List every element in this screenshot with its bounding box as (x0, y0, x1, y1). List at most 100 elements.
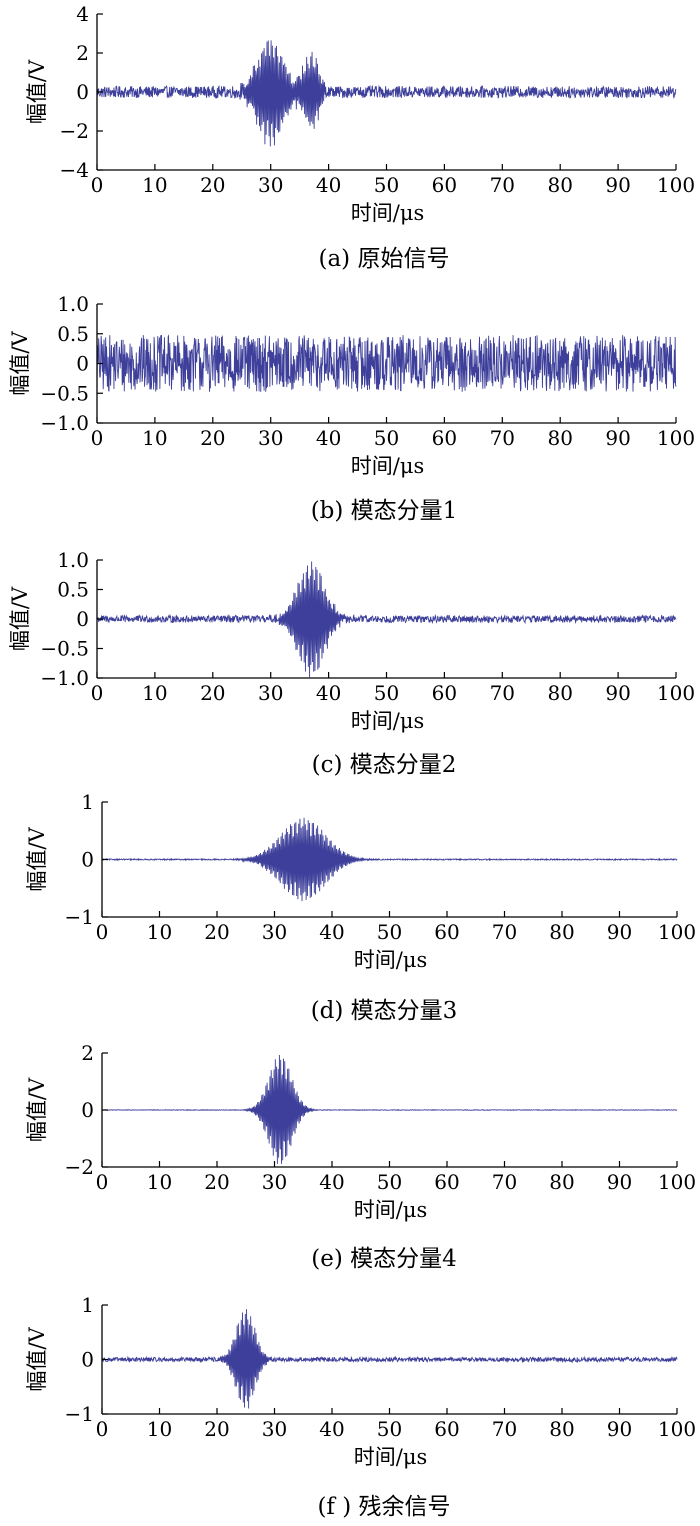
x-tick-label: 60 (434, 1170, 459, 1194)
x-tick-label: 60 (432, 426, 457, 450)
x-tick-label: 20 (200, 173, 225, 197)
x-tick-label: 90 (607, 1170, 632, 1194)
x-tick-label: 70 (492, 920, 517, 944)
x-tick-label: 100 (657, 426, 695, 450)
x-tick-label: 100 (657, 173, 695, 197)
x-tick-label: 50 (377, 1417, 402, 1441)
panel-caption: (f ) 残余信号 (317, 1494, 450, 1520)
x-tick-label: 80 (549, 920, 574, 944)
y-tick-label: 2 (81, 1041, 94, 1065)
x-tick-label: 80 (547, 681, 572, 705)
y-tick-label: −0.5 (40, 381, 89, 405)
x-tick-label: 80 (549, 1170, 574, 1194)
signal-trace (96, 561, 677, 678)
x-tick-label: 40 (316, 681, 341, 705)
x-tick-label: 0 (96, 920, 109, 944)
x-axis-label: 时间/μs (354, 1445, 428, 1469)
y-tick-label: −0.5 (40, 637, 89, 661)
x-tick-label: 50 (374, 681, 399, 705)
x-tick-label: 20 (204, 920, 229, 944)
signal-trace (96, 334, 677, 392)
x-tick-label: 70 (492, 1417, 517, 1441)
y-tick-label: −1.0 (40, 666, 89, 690)
x-tick-label: 20 (200, 426, 225, 450)
x-tick-label: 60 (432, 681, 457, 705)
panel-caption: (c) 模态分量2 (312, 752, 457, 778)
y-tick-label: 0 (81, 1348, 94, 1372)
y-tick-label: 1 (81, 1293, 94, 1317)
y-axis-label: 幅值/V (8, 586, 32, 651)
y-tick-label: 0 (76, 607, 89, 631)
x-tick-label: 100 (658, 1417, 696, 1441)
x-tick-label: 40 (319, 920, 344, 944)
x-tick-label: 10 (142, 173, 167, 197)
y-tick-label: −2 (65, 1155, 94, 1179)
x-tick-label: 10 (147, 1417, 172, 1441)
x-tick-label: 40 (316, 426, 341, 450)
x-tick-label: 90 (607, 920, 632, 944)
x-tick-label: 70 (490, 426, 515, 450)
y-axis-label: 幅值/V (25, 827, 49, 892)
x-tick-label: 50 (374, 173, 399, 197)
panel-caption: (b) 模态分量1 (311, 498, 458, 524)
x-tick-label: 10 (147, 920, 172, 944)
x-tick-label: 90 (607, 1417, 632, 1441)
x-tick-label: 30 (258, 681, 283, 705)
y-axis-label: 幅值/V (25, 59, 49, 124)
x-tick-label: 30 (258, 173, 283, 197)
x-tick-label: 80 (549, 1417, 574, 1441)
x-tick-label: 50 (377, 1170, 402, 1194)
y-tick-label: 1.0 (57, 292, 89, 316)
x-tick-label: 50 (374, 426, 399, 450)
x-axis-label: 时间/μs (351, 454, 425, 478)
y-tick-label: 1 (81, 790, 94, 814)
y-tick-label: 4 (76, 2, 89, 26)
x-tick-label: 20 (204, 1170, 229, 1194)
x-tick-label: 0 (91, 426, 104, 450)
y-tick-label: 0 (81, 1098, 94, 1122)
x-tick-label: 90 (605, 173, 630, 197)
x-tick-label: 30 (262, 1170, 287, 1194)
x-tick-label: 10 (147, 1170, 172, 1194)
y-tick-label: −1 (65, 905, 94, 929)
x-tick-label: 70 (492, 1170, 517, 1194)
x-tick-label: 60 (432, 173, 457, 197)
y-tick-label: 0 (81, 848, 94, 872)
x-tick-label: 70 (490, 173, 515, 197)
signal-trace (101, 1055, 678, 1164)
y-tick-label: 1.0 (57, 548, 89, 572)
x-tick-label: 100 (658, 920, 696, 944)
x-tick-label: 10 (142, 681, 167, 705)
x-tick-label: 20 (200, 681, 225, 705)
signal-trace (101, 1309, 678, 1409)
x-tick-label: 20 (204, 1417, 229, 1441)
panel-caption: (e) 模态分量4 (311, 1246, 457, 1272)
x-tick-label: 10 (142, 426, 167, 450)
x-tick-label: 30 (262, 1417, 287, 1441)
panel-b: 0 10 20 30 40 50 60 70 80 90 1001.00.50−0.5−1.0时间/… (8, 292, 695, 524)
x-tick-label: 50 (377, 920, 402, 944)
y-tick-label: −4 (60, 158, 89, 182)
x-tick-label: 0 (91, 173, 104, 197)
x-tick-label: 60 (434, 920, 459, 944)
x-tick-label: 40 (319, 1170, 344, 1194)
x-tick-label: 80 (547, 173, 572, 197)
panel-a: 0 10 20 30 40 50 60 70 80 90 100420−2−4时间/μs幅值/V(a… (25, 2, 695, 272)
y-axis-label: 幅值/V (8, 331, 32, 396)
y-tick-label: −1.0 (40, 411, 89, 435)
x-tick-label: 90 (605, 426, 630, 450)
x-tick-label: 70 (490, 681, 515, 705)
x-tick-label: 60 (434, 1417, 459, 1441)
panel-caption: (a) 原始信号 (319, 246, 450, 272)
x-axis-label: 时间/μs (351, 201, 425, 225)
y-tick-label: 0 (76, 80, 89, 104)
y-tick-label: −1 (65, 1402, 94, 1426)
y-axis-label: 幅值/V (25, 1077, 49, 1142)
x-tick-label: 30 (262, 920, 287, 944)
x-tick-label: 100 (657, 681, 695, 705)
panel-c: 0 10 20 30 40 50 60 70 80 90 1001.00.50−0.5−1.0时间/… (8, 548, 695, 778)
x-tick-label: 0 (96, 1417, 109, 1441)
x-tick-label: 30 (258, 426, 283, 450)
